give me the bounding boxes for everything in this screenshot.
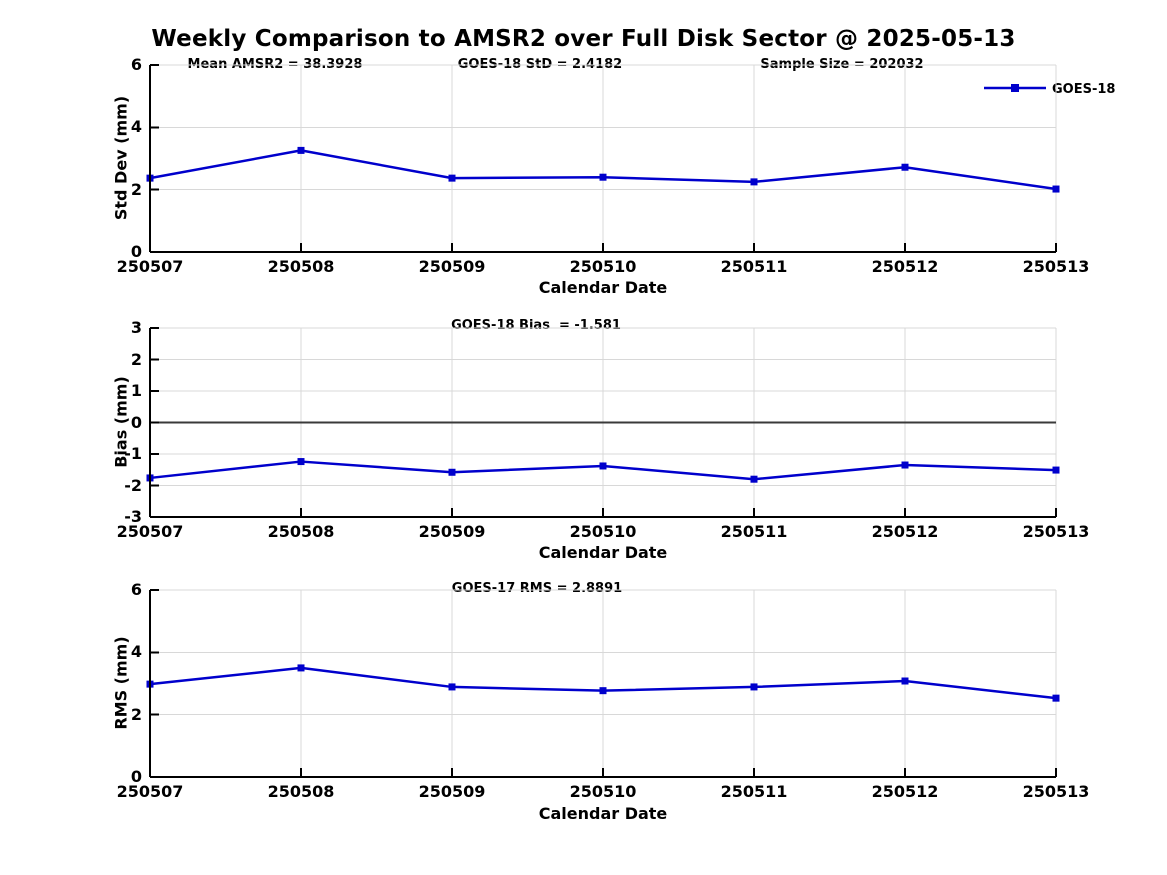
rms-data-point: [599, 687, 607, 695]
rms-data-point: [750, 683, 758, 691]
std-dev-y-tick-label: 4: [130, 117, 142, 136]
bias-x-tick-label: 250510: [569, 522, 637, 541]
rms-data-point: [297, 664, 305, 672]
bias-y-tick-label: -3: [124, 507, 142, 526]
std-dev-x-tick-label: 250510: [569, 257, 637, 276]
rms-plot-area: [146, 589, 1060, 778]
rms-x-tick-label: 250513: [1022, 782, 1090, 801]
bias-x-tick-label: 250513: [1022, 522, 1090, 541]
std-dev-x-tick-label: 250513: [1022, 257, 1090, 276]
std-dev-y-tick-label: 0: [130, 242, 142, 261]
std-dev-x-tick-label: 250512: [871, 257, 939, 276]
annotation-goes17-rms: GOES-17 RMS = 2.8891: [451, 581, 623, 596]
rms-x-tick-label: 250508: [267, 782, 335, 801]
bias-y-tick-label: 3: [130, 318, 142, 337]
rms-y-tick-label: 6: [130, 580, 142, 599]
bias-y-tick-label: 0: [130, 413, 142, 432]
rms-data-point: [1052, 694, 1060, 702]
rms-x-tick-label: 250507: [116, 782, 184, 801]
bias-y-tick-label: -1: [124, 444, 142, 463]
rms-y-tick-label: 0: [130, 767, 142, 786]
bias-data-point: [297, 458, 305, 466]
stddev-x-axis-label: Calendar Date: [538, 278, 668, 297]
rms-x-axis-label: Calendar Date: [538, 804, 668, 823]
bias-plot-area: [146, 327, 1060, 518]
rms-y-tick-label: 4: [130, 642, 142, 661]
bias-data-point: [901, 461, 909, 469]
annotation-goes18-bias: GOES-18 Bias = -1.581: [451, 318, 621, 333]
bias-y-tick-label: 2: [130, 350, 142, 369]
rms-data-point: [448, 683, 456, 691]
bias-x-tick-label: 250512: [871, 522, 939, 541]
std-dev-data-point: [750, 178, 758, 186]
bias-data-point: [448, 468, 456, 476]
std-dev-data-point: [599, 173, 607, 181]
bias-x-axis-label: Calendar Date: [538, 543, 668, 562]
std-dev-y-tick-label: 2: [130, 180, 142, 199]
rms-x-tick-label: 250511: [720, 782, 788, 801]
bias-data-point: [1052, 466, 1060, 474]
std-dev-data-point: [1052, 185, 1060, 193]
std-dev-x-tick-label: 250508: [267, 257, 335, 276]
std-dev-y-tick-label: 6: [130, 55, 142, 74]
bias-data-point: [599, 462, 607, 470]
rms-x-tick-label: 250510: [569, 782, 637, 801]
bias-x-tick-label: 250507: [116, 522, 184, 541]
bias-y-tick-label: 1: [130, 381, 142, 400]
bias-y-tick-label: -2: [124, 476, 142, 495]
std-dev-x-tick-label: 250509: [418, 257, 486, 276]
bias-x-tick-label: 250509: [418, 522, 486, 541]
std-dev-data-point: [901, 163, 909, 171]
stddev-y-axis-label: Std Dev (mm): [111, 95, 131, 221]
bias-data-point: [750, 475, 758, 483]
rms-x-tick-label: 250509: [418, 782, 486, 801]
figure-title: Weekly Comparison to AMSR2 over Full Dis…: [151, 26, 1016, 52]
bias-x-tick-label: 250508: [267, 522, 335, 541]
std-dev-plot-area: [146, 64, 1060, 253]
std-dev-x-tick-label: 250507: [116, 257, 184, 276]
rms-x-tick-label: 250512: [871, 782, 939, 801]
legend-line-swatch: [984, 84, 1046, 92]
legend-label: GOES-18: [1052, 82, 1116, 97]
rms-y-tick-label: 2: [130, 705, 142, 724]
std-dev-data-point: [448, 174, 456, 182]
std-dev-data-point: [297, 146, 305, 154]
rms-data-point: [901, 677, 909, 685]
bias-x-tick-label: 250511: [720, 522, 788, 541]
std-dev-x-tick-label: 250511: [720, 257, 788, 276]
